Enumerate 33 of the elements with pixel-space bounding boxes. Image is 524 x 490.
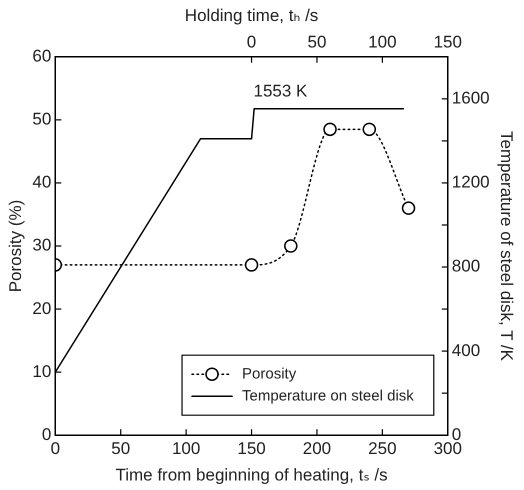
x-tick-label: 300 [434, 439, 462, 458]
y2-tick-label: 1200 [452, 172, 490, 192]
x2-tick-label: 100 [368, 32, 397, 52]
legend-label: Temperature on steel disk [242, 387, 414, 404]
y-tick-label: 40 [32, 172, 52, 192]
annotation: 1553 K [254, 82, 308, 101]
y-tick-label: 20 [32, 298, 52, 318]
y-tick-label: 30 [32, 236, 52, 255]
x-tick-label: 200 [302, 439, 332, 458]
x2-tick-label: 50 [307, 32, 326, 52]
x-tick-label: 150 [237, 439, 266, 458]
point [244, 258, 258, 272]
x2-tick-label: 0 [246, 32, 256, 52]
y2-tick-label: 400 [452, 340, 480, 360]
y2-tick-label: 1600 [452, 88, 490, 108]
y-tick-label: 0 [42, 424, 52, 444]
x-axis-title: Time from beginning of heating, tₛ /s [115, 465, 388, 484]
y-tick-label: 10 [32, 362, 52, 381]
y-tick-label: 60 [32, 46, 52, 66]
x-tick-label: 50 [111, 439, 130, 458]
x2-tick-label: 150 [434, 32, 462, 52]
y2-tick-label: 800 [452, 256, 480, 276]
y2-axis-title: Temperature of steel disk, T /K [497, 131, 516, 362]
x-tick-label: 100 [172, 439, 200, 458]
y-tick-label: 50 [32, 110, 52, 129]
point [284, 239, 298, 253]
point [362, 122, 376, 136]
point [323, 122, 337, 136]
x-tick-label: 250 [368, 439, 397, 458]
x2-axis-title: Holding time, tₕ /s [184, 6, 318, 25]
y-axis-title: Porosity (%) [6, 200, 25, 292]
legend-label: Porosity [242, 365, 297, 382]
point [402, 201, 416, 215]
